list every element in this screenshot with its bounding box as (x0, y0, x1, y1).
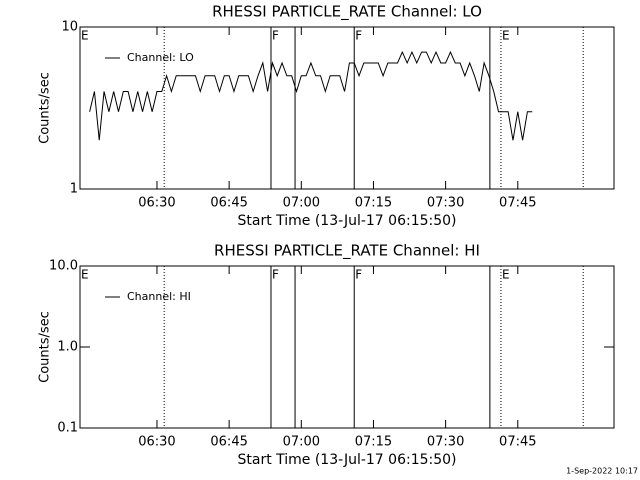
data-line (89, 50, 533, 141)
y-tick-label: 1.0 (57, 340, 78, 355)
flag-label: F (272, 29, 279, 43)
chart-title: RHESSI PARTICLE_RATE Channel: LO (212, 3, 482, 22)
x-tick-label: 07:30 (427, 435, 464, 450)
x-tick-label: 07:45 (499, 196, 536, 211)
flag-label: F (272, 268, 279, 282)
legend-label: Channel: HI (127, 290, 191, 303)
x-tick-label: 07:00 (283, 435, 320, 450)
x-tick-label: 07:15 (355, 196, 392, 211)
y-tick-label: 0.1 (57, 421, 78, 436)
flag-label: E (81, 29, 89, 43)
x-tick-label: 06:30 (138, 435, 175, 450)
flag-label: E (502, 29, 510, 43)
y-axis-label: Counts/sec (38, 311, 53, 383)
x-tick-label: 07:15 (355, 435, 392, 450)
y-tick-label: 10 (61, 20, 78, 35)
x-axis-label: Start Time (13-Jul-17 06:15:50) (237, 452, 456, 468)
legend-label: Channel: LO (127, 51, 194, 64)
y-axis-label: Counts/sec (38, 72, 53, 144)
footer: 1-Sep-2022 10:17 (566, 467, 638, 476)
x-tick-label: 06:30 (138, 196, 175, 211)
flag-label: F (355, 268, 362, 282)
x-tick-label: 07:45 (499, 435, 536, 450)
flag-label: E (81, 268, 89, 282)
flag-label: E (502, 268, 510, 282)
flag-label: F (355, 29, 362, 43)
y-tick-label: 10.0 (49, 259, 78, 274)
x-tick-label: 07:00 (283, 196, 320, 211)
x-tick-label: 06:45 (210, 435, 247, 450)
x-tick-label: 06:45 (210, 196, 247, 211)
y-tick-label: 1 (70, 182, 78, 197)
chart-title: RHESSI PARTICLE_RATE Channel: HI (214, 242, 480, 261)
plot-frame (79, 26, 615, 190)
x-axis-label: Start Time (13-Jul-17 06:15:50) (237, 213, 456, 229)
x-tick-label: 07:30 (427, 196, 464, 211)
